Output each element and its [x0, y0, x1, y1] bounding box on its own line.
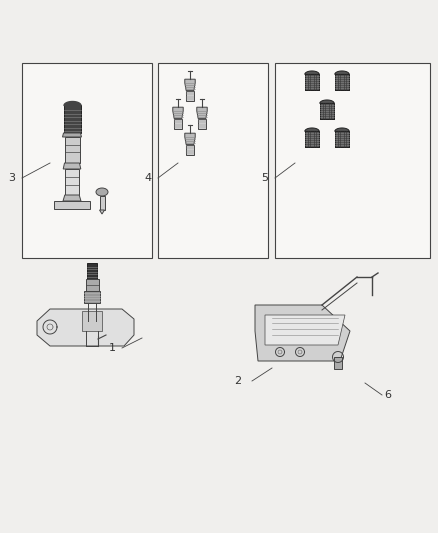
Text: 4: 4	[145, 173, 152, 183]
Polygon shape	[64, 137, 80, 163]
Polygon shape	[85, 279, 99, 291]
Polygon shape	[64, 105, 81, 133]
Polygon shape	[305, 74, 319, 90]
Polygon shape	[63, 163, 81, 169]
Polygon shape	[37, 309, 134, 346]
Polygon shape	[335, 74, 349, 90]
Polygon shape	[82, 311, 102, 331]
Polygon shape	[84, 291, 100, 303]
Polygon shape	[54, 201, 89, 209]
Text: 1: 1	[109, 343, 116, 353]
Polygon shape	[334, 357, 342, 369]
Polygon shape	[255, 305, 350, 361]
Polygon shape	[335, 128, 349, 131]
Polygon shape	[198, 119, 206, 129]
Polygon shape	[335, 71, 349, 74]
Polygon shape	[87, 263, 97, 279]
Polygon shape	[185, 79, 195, 91]
Polygon shape	[335, 131, 349, 147]
Polygon shape	[65, 169, 79, 195]
Polygon shape	[305, 131, 319, 147]
Polygon shape	[173, 107, 183, 119]
Text: 5: 5	[261, 173, 268, 183]
Polygon shape	[186, 91, 194, 101]
Polygon shape	[63, 195, 81, 201]
Ellipse shape	[96, 188, 108, 196]
Polygon shape	[197, 107, 207, 119]
Bar	[158, 63, 268, 258]
Polygon shape	[320, 100, 334, 103]
Text: 2: 2	[234, 376, 242, 386]
Polygon shape	[63, 133, 81, 137]
Polygon shape	[305, 71, 319, 74]
Bar	[22, 63, 152, 258]
Text: 3: 3	[8, 173, 15, 183]
Polygon shape	[99, 210, 105, 214]
Polygon shape	[185, 133, 195, 144]
Polygon shape	[305, 128, 319, 131]
Bar	[275, 63, 430, 258]
Polygon shape	[265, 315, 345, 345]
Polygon shape	[99, 196, 105, 210]
Polygon shape	[320, 103, 334, 119]
Text: 6: 6	[385, 390, 392, 400]
Polygon shape	[174, 119, 182, 129]
Polygon shape	[186, 144, 194, 155]
